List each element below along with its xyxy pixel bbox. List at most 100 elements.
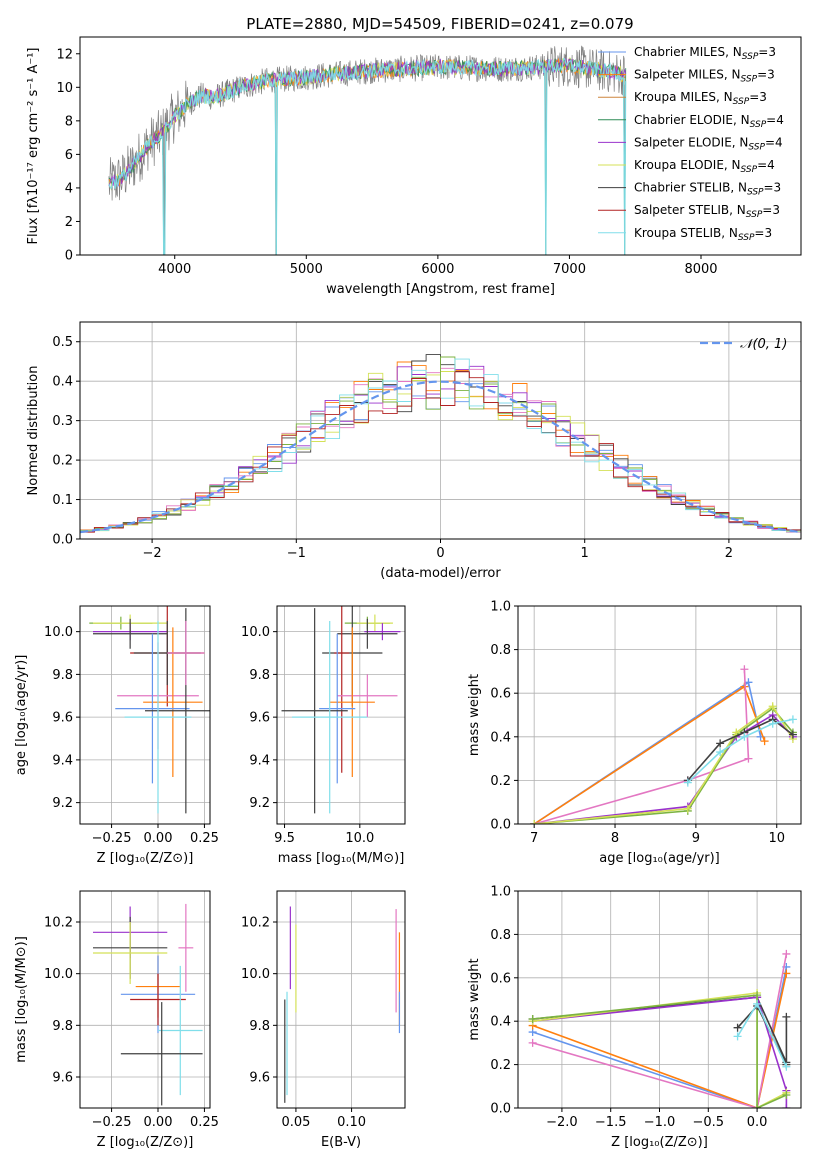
legend-label: Chabrier MILES, NSSP=3 <box>634 45 776 62</box>
y-tick-label: 10.0 <box>44 967 73 982</box>
x-tick-label: 1 <box>581 546 589 561</box>
x-tick-label: −1.0 <box>644 1115 676 1130</box>
y-tick-label: 0.4 <box>52 375 73 390</box>
gaussian-line <box>80 380 801 534</box>
x-tick-label: 0.00 <box>144 1115 173 1130</box>
plot-area <box>108 45 627 255</box>
y-tick-label: 9.8 <box>52 1019 73 1034</box>
x-axis-label: Z [log₁₀(Z/Z⊙)] <box>611 1135 708 1150</box>
weight-point <box>782 1012 791 1021</box>
legend-label: Salpeter STELIB, NSSP=3 <box>634 203 780 220</box>
y-tick-label: 9.6 <box>249 711 270 726</box>
x-tick-label: 8000 <box>684 262 717 277</box>
weight-point <box>782 1062 791 1071</box>
y-tick-label: 1.0 <box>490 600 511 615</box>
weight-point <box>528 1038 537 1047</box>
weight-point <box>788 730 797 739</box>
x-tick-label: −2 <box>143 546 162 561</box>
x-tick-label: 0 <box>436 546 444 561</box>
legend-label: 𝒩(0, 1) <box>740 337 787 352</box>
x-tick-label: 0.10 <box>337 1115 366 1130</box>
x-tick-label: 0.25 <box>190 1115 219 1130</box>
x-tick-label: −0.25 <box>92 1115 132 1130</box>
x-axis-label: wavelength [Angstrom, rest frame] <box>326 282 555 297</box>
x-axis-label: E(B-V) <box>321 1135 361 1150</box>
axes-frame <box>79 36 802 256</box>
weight-point <box>716 748 725 757</box>
x-tick-label: 0.0 <box>747 1115 768 1130</box>
weight-point <box>733 1032 742 1041</box>
axes-frame <box>79 890 211 1109</box>
y-tick-label: 10.0 <box>241 625 270 640</box>
x-tick-label: 9 <box>692 831 700 846</box>
y-tick-label: 0.2 <box>490 1058 511 1073</box>
y-tick-label: 10.2 <box>241 916 270 931</box>
weight-point <box>683 778 692 787</box>
x-tick-label: 10 <box>768 831 785 846</box>
x-axis-label: Z [log₁₀(Z/Z⊙)] <box>97 1135 194 1150</box>
y-tick-label: 8 <box>65 114 73 129</box>
panel-residuals: −2 −1 0 1 2 0.0 0.1 0.2 0.3 0.4 0.5 (data-model)/er… <box>26 321 802 581</box>
y-axis-label: mass [log₁₀(M/M⊙)] <box>14 936 29 1063</box>
spectrum-model-line <box>108 58 627 255</box>
panel-z-weight: −2.0 −1.5 −1.0 −0.5 0.0 0.0 0.2 0.4 0.6 0.8 1.0 Z [… <box>467 885 802 1150</box>
plot-area <box>530 665 797 824</box>
x-tick-label: 4000 <box>158 262 191 277</box>
y-tick-label: 9.6 <box>249 1071 270 1086</box>
x-tick-label: −0.5 <box>693 1115 725 1130</box>
spectrum-model-line <box>108 58 627 255</box>
plot-area <box>93 903 203 1106</box>
y-tick-label: 9.8 <box>52 668 73 683</box>
y-tick-label: 9.6 <box>52 1071 73 1086</box>
panel-z-age: −0.25 0.00 0.25 9.2 9.4 9.6 9.8 10.0 Z [log₁₀(Z/… <box>14 605 219 866</box>
weight-point <box>760 737 769 746</box>
y-tick-label: 9.8 <box>249 668 270 683</box>
weight-point <box>768 719 777 728</box>
y-tick-label: 0.2 <box>52 454 73 469</box>
weight-point <box>740 665 749 674</box>
axes-frame <box>79 605 211 825</box>
y-tick-label: 9.4 <box>249 753 270 768</box>
legend-label: Chabrier STELIB, NSSP=3 <box>634 181 781 198</box>
weight-point <box>716 739 725 748</box>
panel-mass-age: 9.5 10.0 9.2 9.4 9.6 9.8 10.0 mass [log₁₀(M/M⊙)… <box>241 605 406 866</box>
x-axis-label: Z [log₁₀(Z/Z⊙)] <box>97 851 194 866</box>
y-tick-label: 10.0 <box>241 967 270 982</box>
weight-point <box>768 702 777 711</box>
x-axis-label: (data-model)/error <box>380 566 501 581</box>
axes-frame <box>517 605 802 825</box>
y-tick-label: 0.8 <box>490 643 511 658</box>
x-tick-label: 0.00 <box>144 831 173 846</box>
y-axis-label: age [log₁₀(age/yr)] <box>14 655 29 776</box>
weight-point <box>740 732 749 741</box>
weight-point <box>733 1023 742 1032</box>
legend-label: Chabrier ELODIE, NSSP=4 <box>634 113 784 130</box>
axes-frame <box>276 890 406 1109</box>
y-tick-label: 6 <box>65 148 73 163</box>
x-tick-label: 7000 <box>553 262 586 277</box>
y-tick-label: 0.3 <box>52 414 73 429</box>
weight-point <box>782 969 791 978</box>
spectrum-legend: Chabrier MILES, NSSP=3 Salpeter MILES, NS… <box>598 45 784 243</box>
weight-line <box>533 685 766 824</box>
panel-age-weight: 7 8 9 10 0.0 0.2 0.4 0.6 0.8 1.0 age [log₁₀(age/yr… <box>467 600 802 866</box>
weight-line <box>534 705 794 824</box>
weight-line <box>534 713 794 824</box>
weight-line <box>532 966 788 1108</box>
x-tick-label: −0.25 <box>92 831 132 846</box>
x-tick-label: −2.0 <box>546 1115 578 1130</box>
weight-line <box>532 996 788 1063</box>
panel-z-mass: −0.25 0.00 0.25 9.6 9.8 10.0 10.2 Z [log₁₀(Z/Z⊙… <box>14 890 219 1150</box>
y-tick-label: 0.1 <box>52 493 73 508</box>
x-tick-label: 0.25 <box>190 831 219 846</box>
x-tick-label: 6000 <box>421 262 454 277</box>
plot-area <box>281 606 401 814</box>
x-tick-label: 9.5 <box>274 831 295 846</box>
histogram-series <box>80 371 801 533</box>
weight-point <box>753 991 762 1000</box>
y-tick-label: 9.2 <box>52 796 73 811</box>
y-tick-label: 4 <box>65 181 73 196</box>
y-tick-label: 10.2 <box>44 916 73 931</box>
weight-line <box>532 994 787 1108</box>
